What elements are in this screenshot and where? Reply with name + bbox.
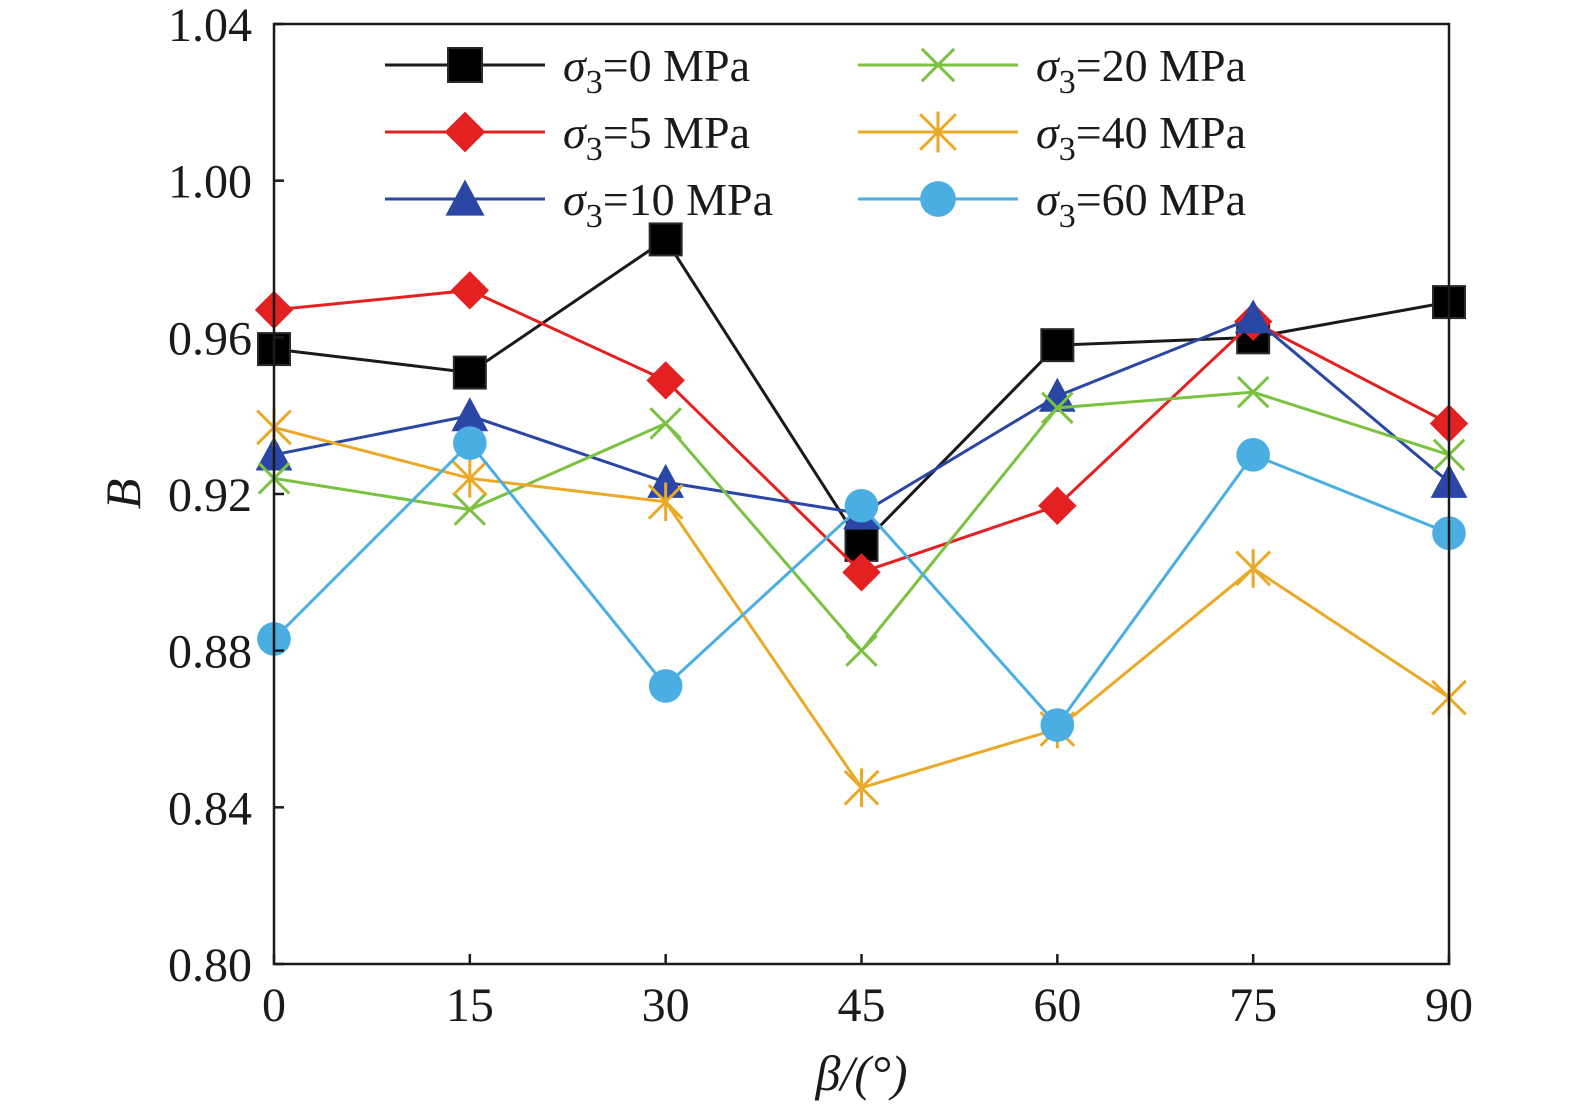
axes-layer: 0 15 30 45 60 75 90 0.80 0.84 0.88 0.92 0.96 1.00 1.0…: [95, 0, 1473, 1101]
data-point-sigma3-5-mpa-15: [450, 271, 490, 310]
data-point-sigma3-0-mpa-30: [648, 222, 683, 257]
x-tick-label: 75: [1229, 979, 1277, 1032]
data-point-sigma3-40-mpa-45: [843, 768, 880, 808]
x-tick-label: 60: [1033, 979, 1081, 1032]
legend-label: σ3=40 MPa: [1036, 107, 1246, 168]
data-point-sigma3-60-mpa-45: [844, 488, 879, 523]
x-tick-label: 90: [1425, 979, 1473, 1032]
data-point-sigma3-10-mpa-15: [451, 397, 489, 432]
data-point-sigma3-40-mpa-75: [1235, 549, 1272, 588]
data-point-sigma3-60-mpa-60: [1040, 708, 1075, 742]
data-point-sigma3-0-mpa-15: [452, 355, 487, 390]
data-point-sigma3-60-mpa-15: [453, 426, 487, 460]
legend-marker-sigma3-20-mpa: [920, 47, 956, 83]
y-tick-label: 0.96: [168, 312, 252, 365]
legend-marker-sigma3-0-mpa: [447, 47, 483, 83]
legend-marker-sigma3-40-mpa: [919, 111, 957, 153]
y-tick-label: 0.92: [168, 469, 252, 522]
data-point-sigma3-5-mpa-30: [646, 361, 685, 400]
legend-entry-sigma3-20-mpa: σ3=20 MPa: [858, 40, 1246, 101]
data-point-sigma3-10-mpa-75: [1234, 299, 1272, 334]
data-point-sigma3-0-mpa-60: [1040, 328, 1075, 363]
data-point-sigma3-20-mpa-45: [845, 634, 878, 667]
x-axis-title: β/(°): [814, 1045, 907, 1101]
legend-label: σ3=20 MPa: [1036, 40, 1246, 101]
data-point-sigma3-10-mpa-60: [1038, 377, 1076, 412]
legend-label: σ3=5 MPa: [563, 107, 750, 168]
legend-entry-sigma3-10-mpa: σ3=10 MPa: [385, 174, 773, 235]
x-tick-label: 0: [262, 979, 286, 1032]
data-point-sigma3-20-mpa-15: [453, 493, 487, 526]
series-line-sigma3-40-mpa: [273, 425, 1450, 790]
legend-label: σ3=60 MPa: [1036, 174, 1246, 235]
series-line-sigma3-10-mpa: [273, 316, 1450, 516]
x-tick-label: 15: [446, 979, 494, 1032]
data-point-sigma3-5-mpa-60: [1038, 486, 1077, 525]
series-sigma3-60-mpa: [257, 426, 1466, 742]
legend-entry-sigma3-40-mpa: σ3=40 MPa: [858, 107, 1246, 168]
x-tick-label: 30: [642, 979, 690, 1032]
legend-entry-sigma3-60-mpa: σ3=60 MPa: [858, 174, 1246, 235]
data-point-sigma3-10-mpa-30: [647, 463, 685, 498]
legend-marker-sigma3-5-mpa: [444, 111, 486, 153]
data-point-sigma3-20-mpa-60: [1041, 391, 1074, 425]
data-point-sigma3-40-mpa-30: [647, 482, 684, 522]
legend-entry-sigma3-5-mpa: σ3=5 MPa: [385, 107, 750, 168]
data-point-sigma3-5-mpa-45: [842, 553, 881, 592]
legend-entry-sigma3-0-mpa: σ3=0 MPa: [385, 40, 750, 101]
data-point-sigma3-20-mpa-75: [1236, 375, 1270, 409]
y-tick-label: 0.84: [168, 782, 252, 835]
x-tick-label: 45: [838, 979, 886, 1032]
data-point-sigma3-40-mpa-15: [451, 459, 488, 498]
y-tick-label: 1.00: [168, 156, 252, 209]
legend-label: σ3=10 MPa: [563, 174, 773, 235]
y-axis-title: B: [95, 479, 151, 510]
y-tick-label: 0.88: [168, 626, 252, 679]
legend-marker-sigma3-60-mpa: [920, 181, 956, 217]
data-point-sigma3-20-mpa-30: [649, 407, 682, 440]
data-point-sigma3-60-mpa-75: [1236, 438, 1270, 472]
y-tick-label: 0.80: [168, 939, 252, 992]
data-point-sigma3-60-mpa-30: [648, 669, 683, 703]
legend-label: σ3=0 MPa: [563, 40, 750, 101]
legend-marker-sigma3-10-mpa: [445, 179, 485, 216]
y-tick-label: 1.04: [168, 0, 252, 52]
series-layer: [254, 222, 1469, 808]
